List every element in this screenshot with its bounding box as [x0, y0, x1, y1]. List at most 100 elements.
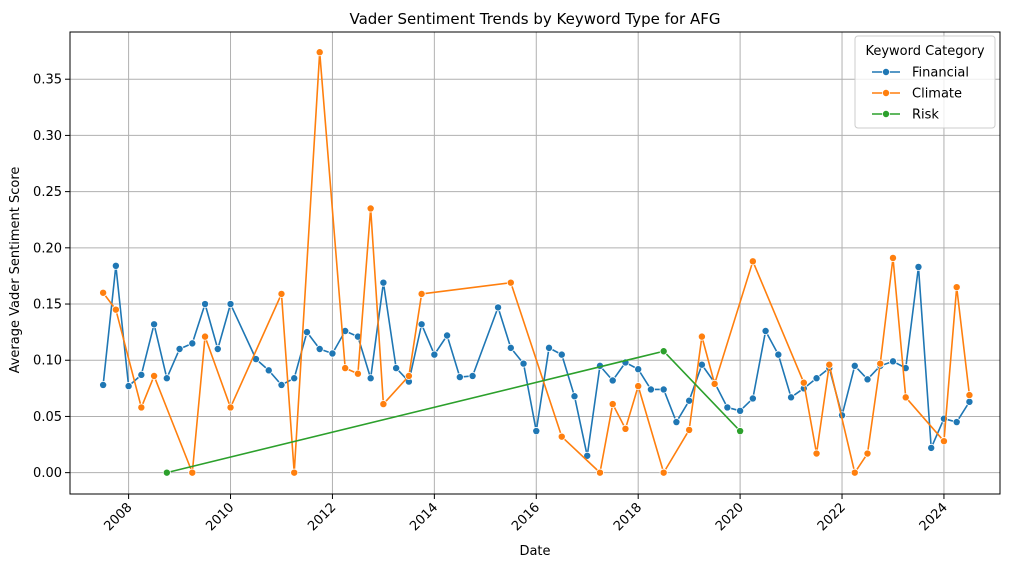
y-tick-label: 0.25 — [33, 185, 62, 200]
data-point-financial — [494, 303, 503, 312]
legend-label-climate: Climate — [912, 87, 962, 102]
data-point-climate — [939, 437, 948, 446]
data-point-risk — [659, 347, 668, 356]
data-point-financial — [226, 300, 235, 309]
x-axis-label: Date — [519, 544, 550, 559]
data-point-financial — [608, 376, 617, 385]
data-point-financial — [213, 344, 222, 353]
data-point-climate — [710, 379, 719, 388]
x-tick-label: 2024 — [917, 500, 951, 534]
data-point-financial — [455, 373, 464, 382]
legend-title: Keyword Category — [865, 44, 984, 59]
data-point-financial — [787, 393, 796, 402]
data-point-climate — [952, 283, 961, 292]
data-point-climate — [353, 369, 362, 378]
y-tick-label: 0.00 — [33, 466, 62, 481]
data-point-climate — [404, 371, 413, 380]
data-point-climate — [608, 400, 617, 409]
data-point-financial — [124, 382, 133, 391]
legend-marker-risk — [882, 110, 891, 119]
series-risk — [162, 347, 745, 477]
legend-item-risk: Risk — [872, 108, 939, 123]
data-point-climate — [621, 424, 630, 433]
data-point-financial — [417, 320, 426, 329]
data-point-financial — [812, 374, 821, 383]
data-point-financial — [443, 331, 452, 340]
data-point-financial — [519, 359, 528, 368]
legend-item-financial: Financial — [872, 66, 969, 81]
data-point-climate — [99, 288, 108, 297]
y-tick-label: 0.35 — [33, 73, 62, 88]
x-tick-label: 2008 — [101, 500, 135, 534]
data-point-financial — [646, 385, 655, 394]
y-tick-label: 0.30 — [33, 129, 62, 144]
data-point-climate — [697, 332, 706, 341]
data-point-financial — [175, 344, 184, 353]
data-point-climate — [901, 393, 910, 402]
y-tick-label: 0.10 — [33, 354, 62, 369]
legend-item-climate: Climate — [872, 87, 962, 102]
grid — [70, 32, 1000, 494]
data-point-climate — [812, 449, 821, 458]
data-point-financial — [277, 380, 286, 389]
data-point-financial — [201, 300, 210, 309]
data-point-climate — [137, 403, 146, 412]
data-point-financial — [863, 375, 872, 384]
data-point-financial — [736, 406, 745, 415]
x-tick-label: 2016 — [509, 500, 543, 534]
data-point-financial — [99, 380, 108, 389]
x-tick-label: 2014 — [407, 500, 441, 534]
data-point-financial — [150, 320, 159, 329]
data-point-climate — [188, 468, 197, 477]
data-point-financial — [570, 392, 579, 401]
legend-box — [854, 35, 996, 129]
data-point-climate — [379, 400, 388, 409]
x-tick-label: 2012 — [305, 500, 339, 534]
data-point-financial — [723, 403, 732, 412]
data-point-climate — [748, 257, 757, 266]
chart-title: Vader Sentiment Trends by Keyword Type f… — [349, 10, 720, 28]
data-point-financial — [137, 370, 146, 379]
data-point-climate — [290, 468, 299, 477]
data-point-climate — [277, 289, 286, 298]
data-point-financial — [532, 427, 541, 436]
data-point-financial — [290, 374, 299, 383]
data-point-climate — [366, 204, 375, 213]
data-point-financial — [302, 328, 311, 337]
data-point-climate — [506, 278, 515, 287]
data-point-climate — [965, 391, 974, 400]
data-point-financial — [315, 344, 324, 353]
y-tick-label: 0.20 — [33, 241, 62, 256]
series-line-risk — [166, 350, 741, 474]
data-point-financial — [850, 361, 859, 370]
legend-marker-financial — [882, 68, 891, 77]
data-point-financial — [557, 350, 566, 359]
data-point-financial — [392, 364, 401, 373]
data-point-financial — [748, 394, 757, 403]
x-tick-label: 2010 — [203, 500, 237, 534]
data-point-climate — [685, 425, 694, 434]
x-tick-label: 2020 — [713, 500, 747, 534]
data-point-climate — [315, 48, 324, 57]
y-tick-label: 0.15 — [33, 298, 62, 313]
data-point-financial — [927, 443, 936, 452]
data-point-financial — [111, 261, 120, 270]
data-point-climate — [341, 364, 350, 373]
data-point-financial — [697, 360, 706, 369]
data-point-climate — [417, 289, 426, 298]
data-point-financial — [264, 366, 273, 375]
legend: Keyword Category Financial Climate Risk — [854, 35, 996, 129]
axes: 2008 2010 2012 2014 2016 2018 2020 2022 2024 0.00… — [33, 73, 951, 535]
data-point-financial — [672, 418, 681, 427]
data-point-financial — [506, 343, 515, 352]
data-point-climate — [111, 305, 120, 314]
y-axis-label: Average Vader Sentiment Score — [8, 167, 23, 374]
data-point-financial — [430, 350, 439, 359]
data-point-financial — [328, 349, 337, 358]
data-point-financial — [379, 278, 388, 287]
data-point-climate — [201, 332, 210, 341]
data-point-financial — [761, 327, 770, 336]
data-point-financial — [583, 451, 592, 460]
legend-label-risk: Risk — [912, 108, 939, 123]
